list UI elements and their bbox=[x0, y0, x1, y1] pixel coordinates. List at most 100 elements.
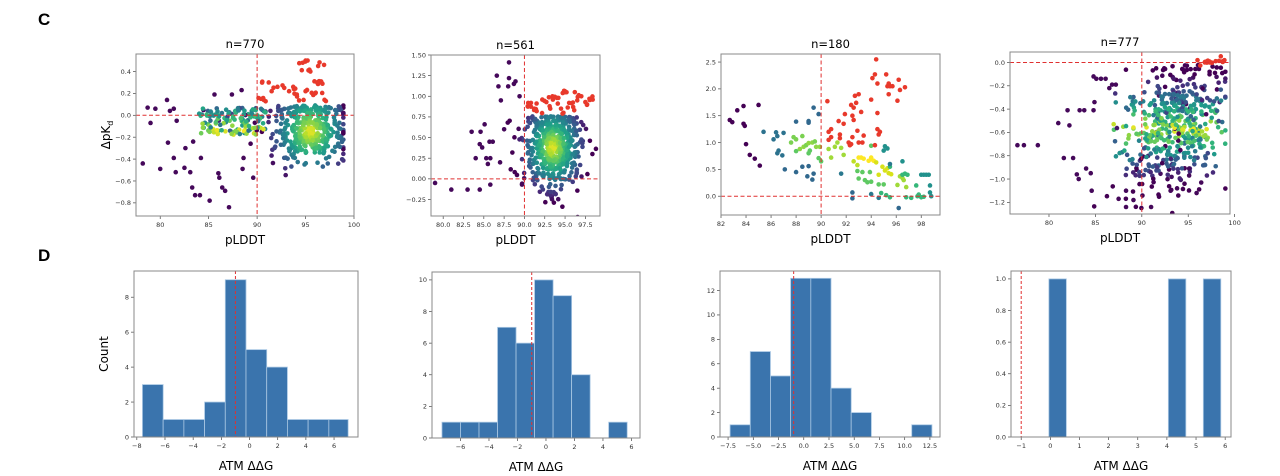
scatter-point bbox=[1133, 99, 1138, 104]
scatter-point bbox=[1169, 100, 1175, 106]
scatter-point bbox=[268, 108, 273, 114]
histogram-bar bbox=[729, 424, 751, 437]
plot-frame bbox=[720, 53, 941, 216]
scatter-point bbox=[1081, 107, 1087, 113]
scatter-point bbox=[1193, 66, 1198, 72]
plot-frame bbox=[135, 53, 355, 217]
scatter-point bbox=[1187, 89, 1192, 94]
scatter-point bbox=[856, 176, 861, 181]
chart-c3: 82 84 86 88 90 92 94 96 98 0.0 0.5 1.0 1.5 2.0 2.5 n=18… bbox=[706, 37, 941, 246]
scatter-point bbox=[1182, 155, 1187, 161]
scatter-point bbox=[1198, 180, 1204, 185]
scatter-point bbox=[317, 60, 322, 65]
scatter-point bbox=[887, 194, 893, 200]
scatter-point bbox=[757, 163, 763, 168]
scatter-point bbox=[183, 145, 188, 151]
scatter-point bbox=[321, 126, 327, 132]
scatter-point bbox=[729, 119, 735, 125]
scatter-point bbox=[793, 148, 799, 154]
scatter-point bbox=[341, 151, 346, 157]
scatter-point bbox=[1158, 135, 1163, 140]
scatter-point bbox=[1174, 186, 1180, 191]
scatter-point bbox=[328, 133, 333, 138]
scatter-point bbox=[848, 141, 854, 147]
scatter-point bbox=[1194, 92, 1199, 97]
scatter-point bbox=[539, 120, 545, 126]
x-tick-label: 5.0 bbox=[849, 442, 859, 450]
histogram-bar bbox=[1048, 278, 1067, 437]
scatter-point bbox=[283, 120, 288, 126]
scatter-point bbox=[547, 147, 552, 153]
x-tick-label: 1 bbox=[1077, 442, 1081, 450]
scatter-point bbox=[1202, 132, 1208, 138]
y-tick-label: 0.0 bbox=[995, 59, 1005, 67]
x-tick-label: 90 bbox=[1138, 219, 1146, 227]
scatter-point bbox=[835, 140, 840, 145]
scatter-point bbox=[1148, 138, 1154, 144]
scatter-point bbox=[539, 114, 544, 120]
x-tick-label: 80.0 bbox=[436, 221, 450, 229]
scatter-point bbox=[1156, 168, 1161, 173]
x-tick-label: 80 bbox=[156, 221, 164, 229]
scatter-point bbox=[1123, 196, 1129, 202]
scatter-point bbox=[295, 159, 301, 165]
y-tick-label: −0.2 bbox=[115, 133, 131, 141]
scatter-point bbox=[1149, 184, 1155, 189]
scatter-point bbox=[1178, 78, 1183, 83]
scatter-point bbox=[1169, 174, 1174, 180]
scatter-point bbox=[276, 103, 281, 109]
scatter-point bbox=[529, 152, 534, 158]
histogram-bar bbox=[850, 412, 872, 437]
histogram-bar bbox=[552, 295, 573, 438]
scatter-point bbox=[1170, 63, 1175, 69]
scatter-point bbox=[1222, 141, 1228, 147]
plot-content bbox=[1020, 271, 1222, 437]
scatter-point bbox=[309, 90, 314, 96]
scatter-point bbox=[571, 160, 577, 165]
x-tick-label: −6 bbox=[456, 443, 466, 451]
scatter-point bbox=[868, 179, 874, 185]
scatter-point bbox=[870, 75, 875, 81]
scatter-point bbox=[1123, 105, 1129, 111]
scatter-point bbox=[742, 123, 748, 129]
scatter-point bbox=[1181, 95, 1187, 101]
y-tick-label: 0 bbox=[711, 433, 715, 441]
scatter-point bbox=[519, 182, 525, 187]
chart-title: n=180 bbox=[811, 37, 850, 51]
y-tick-label: 0.75 bbox=[412, 113, 426, 121]
scatter-point bbox=[1156, 194, 1162, 200]
scatter-point bbox=[1142, 111, 1148, 116]
scatter-point bbox=[1171, 91, 1177, 97]
scatter-point bbox=[1167, 129, 1172, 135]
scatter-point bbox=[496, 84, 501, 89]
scatter-point bbox=[297, 135, 302, 140]
y-tick-label: 0.50 bbox=[412, 134, 426, 142]
scatter-point bbox=[548, 164, 553, 169]
scatter-point bbox=[555, 196, 561, 202]
x-tick-label: 0.0 bbox=[799, 442, 809, 450]
scatter-point bbox=[283, 125, 288, 130]
scatter-point bbox=[534, 121, 539, 127]
scatter-point bbox=[552, 146, 557, 151]
y-tick-label: 2 bbox=[125, 398, 129, 406]
histogram-bar bbox=[749, 351, 771, 437]
y-tick-label: 10 bbox=[419, 276, 427, 284]
scatter-point bbox=[322, 97, 327, 103]
scatter-point bbox=[200, 125, 206, 131]
scatter-point bbox=[1123, 123, 1129, 129]
scatter-point bbox=[336, 104, 342, 109]
scatter-point bbox=[1192, 138, 1197, 144]
scatter-point bbox=[527, 120, 533, 126]
scatter-point bbox=[266, 80, 272, 85]
y-tick-label: 4 bbox=[711, 384, 715, 392]
scatter-point bbox=[548, 140, 554, 146]
scatter-point bbox=[432, 180, 438, 186]
scatter-point bbox=[532, 181, 538, 187]
scatter-point bbox=[1165, 176, 1170, 182]
scatter-point bbox=[569, 138, 574, 144]
x-tick-label: 85 bbox=[205, 221, 213, 229]
histogram-bar bbox=[770, 375, 792, 437]
x-axis-title: pLDDT bbox=[225, 233, 266, 247]
scatter-point bbox=[1131, 112, 1136, 117]
x-tick-label: 88 bbox=[792, 220, 800, 228]
